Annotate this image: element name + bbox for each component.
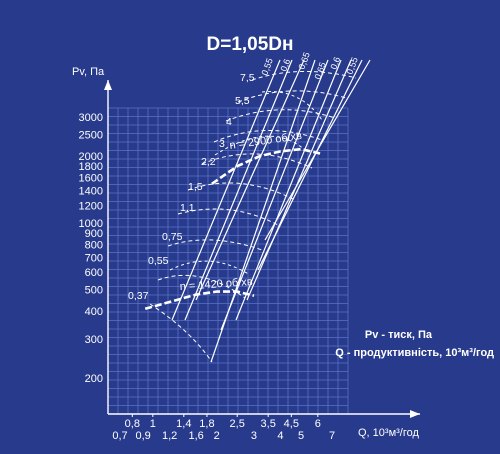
x-tick-label: 0,7 [112, 430, 127, 442]
speed-curve [211, 147, 322, 185]
x-tick-label: 4,5 [284, 418, 299, 430]
x-axis-arrow [410, 410, 420, 418]
y-tick-label: 400 [85, 306, 103, 318]
x-tick-label: 0,9 [135, 430, 150, 442]
power-curve [167, 239, 263, 251]
x-tick-label: 0,8 [125, 418, 140, 430]
power-curve-label: 4 [226, 116, 232, 128]
x-tick-label: 2 [214, 430, 220, 442]
speed-label-1420: n = 1420 об/хв [179, 276, 253, 293]
x-tick-label: 5 [298, 430, 304, 442]
x-tick-label: 1,4 [176, 418, 191, 430]
x-axis-label: Q, 10³м³/год [358, 427, 419, 439]
y-tick-label: 2000 [79, 151, 103, 163]
speed-curve [144, 290, 255, 311]
x-tick-label: 1,8 [199, 418, 214, 430]
chart-title: D=1,05Dн [207, 34, 294, 55]
system-line [257, 59, 363, 271]
efficiency-label: 0,65 [296, 51, 311, 71]
power-curve [213, 129, 323, 143]
y-tick-label: 800 [85, 239, 103, 251]
power-curve-label: 1,5 [188, 181, 203, 193]
system-line [184, 59, 293, 321]
x-tick-label: 7 [329, 430, 335, 442]
system-line [246, 59, 352, 301]
power-curve [201, 153, 313, 169]
efficiency-label: 0,6 [278, 58, 292, 73]
system-line [171, 59, 281, 321]
x-tick-label: 2,5 [230, 418, 245, 430]
x-tick-label: 1,6 [188, 430, 203, 442]
y-tick-label: 300 [85, 334, 103, 346]
efficiency-arc [169, 260, 251, 276]
legend-note-pressure: Pv - тиск, Па [365, 329, 433, 341]
grid [107, 107, 349, 415]
x-tick-label: 1 [150, 418, 156, 430]
power-curve [149, 303, 213, 363]
x-tick-label: 3 [251, 430, 257, 442]
system-line [195, 59, 305, 301]
system-line [220, 59, 329, 331]
y-axis-label: Pv, Па [72, 66, 105, 78]
y-tick-label: 1400 [79, 185, 103, 197]
power-curve [177, 208, 279, 226]
y-tick-label: 600 [85, 267, 103, 279]
y-axis-arrow [104, 80, 112, 90]
efficiency-label: 0,6 [328, 56, 342, 71]
efficiency-label: 0,65 [312, 61, 327, 81]
y-tick-label: 1200 [79, 200, 103, 212]
power-curve-label: 1,1 [180, 202, 195, 214]
y-tick-label: 700 [85, 252, 103, 264]
y-tick-label: 500 [85, 285, 103, 297]
power-curve-label: 0,55 [148, 255, 169, 267]
power-curve [237, 90, 347, 103]
power-curve [225, 109, 336, 122]
x-tick-label: 4 [277, 430, 283, 442]
power-curve-label: 5,5 [235, 95, 250, 107]
y-tick-label: 2500 [79, 130, 103, 142]
x-tick-label: 1,2 [162, 430, 177, 442]
system-line [264, 59, 371, 241]
power-curve [251, 70, 357, 81]
y-tick-label: 200 [85, 373, 103, 385]
y-tick-label: 900 [85, 228, 103, 240]
power-curve-label: 2,2 [201, 156, 216, 168]
efficiency-label: 0,55 [344, 56, 359, 76]
y-tick-label: 3000 [79, 112, 103, 124]
power-curve-label: 0,75 [162, 231, 183, 243]
x-tick-label: 3,5 [261, 418, 276, 430]
power-curve-label: 3 [219, 138, 225, 150]
system-line [235, 59, 342, 321]
y-tick-label: 1800 [79, 161, 103, 173]
power-curve-label: 7,5 [240, 72, 255, 84]
power-curve [157, 274, 246, 299]
power-curve-label: 0,37 [128, 290, 149, 302]
x-tick-label: 6 [315, 418, 321, 430]
efficiency-arc [214, 135, 306, 156]
efficiency-arc [261, 91, 323, 121]
y-tick-label: 1600 [79, 173, 103, 185]
efficiency-label: 0,55 [259, 57, 274, 77]
legend-note-flow: Q - продуктивність, 10³м³/год [335, 347, 494, 359]
y-tick-label: 1000 [79, 218, 103, 230]
